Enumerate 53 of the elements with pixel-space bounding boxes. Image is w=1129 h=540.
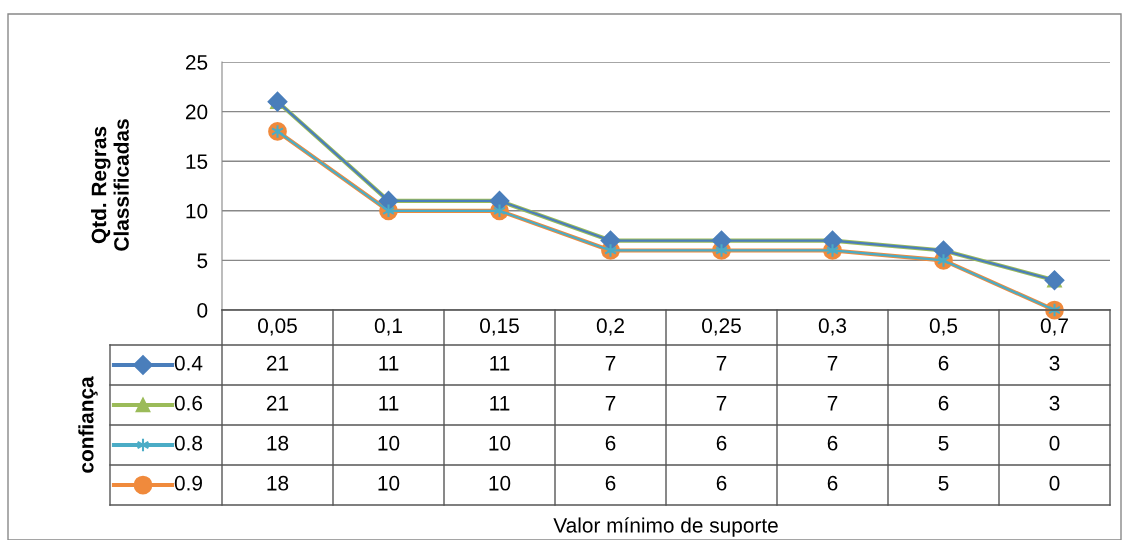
- data-label: 7: [716, 356, 727, 371]
- data-label: 6: [605, 475, 616, 491]
- data-label: 11: [490, 396, 510, 411]
- data-label: 3: [1049, 395, 1060, 411]
- x-tick-label: 0,5: [929, 318, 958, 336]
- data-label: 0: [1049, 435, 1060, 451]
- y-tick-label: 0: [197, 303, 208, 318]
- x-tick-label: 0,05: [258, 318, 297, 336]
- data-label: 7: [716, 396, 727, 411]
- y-axis-title: Qtd. Regras Classificadas: [91, 119, 129, 251]
- data-label: 7: [827, 396, 838, 411]
- data-label: 6: [827, 435, 838, 451]
- legend-label: 0.8: [174, 435, 203, 451]
- data-label: 6: [605, 435, 616, 451]
- data-label: 6: [938, 355, 949, 371]
- y-tick-label: 15: [186, 154, 208, 169]
- data-label: 5: [938, 476, 949, 491]
- data-label: 6: [827, 475, 838, 491]
- data-label: 21: [266, 355, 289, 371]
- data-label: 11: [379, 356, 399, 371]
- data-label: 0: [1049, 475, 1060, 491]
- legend-label: 0.9: [174, 475, 202, 491]
- data-label: 10: [489, 475, 511, 491]
- x-tick-label: 0,15: [480, 318, 519, 336]
- data-label: 3: [1049, 355, 1060, 371]
- data-label: 21: [266, 395, 289, 411]
- x-tick-label: 0,7: [1040, 318, 1068, 336]
- legend-title: confiança: [78, 376, 98, 473]
- x-tick-label: 0,25: [702, 318, 741, 336]
- data-label: 11: [490, 356, 510, 371]
- y-tick-label: 10: [186, 203, 208, 219]
- data-label: 11: [379, 396, 399, 411]
- text: Valor mínimo de suporte: [553, 517, 778, 537]
- data-label: 10: [489, 435, 511, 451]
- data-label: 6: [716, 475, 727, 491]
- y-tick-label: 25: [185, 55, 208, 70]
- x-tick-label: 0,2: [596, 318, 624, 336]
- x-tick-label: 0,3: [818, 318, 847, 336]
- data-label: 18: [267, 475, 289, 491]
- x-tick-label: 0,1: [374, 318, 402, 336]
- y-tick-label: 20: [185, 104, 208, 120]
- data-label: 7: [827, 356, 838, 371]
- data-label: 10: [378, 475, 400, 491]
- data-label: 6: [716, 435, 727, 451]
- data-label: 7: [605, 396, 616, 411]
- data-label: 5: [938, 436, 949, 451]
- data-label: 10: [378, 435, 400, 451]
- data-label: 6: [938, 395, 949, 411]
- legend-label: 0.4: [174, 355, 203, 371]
- y-tick-label: 5: [197, 253, 208, 269]
- data-label: 7: [605, 356, 616, 371]
- data-label: 18: [267, 435, 289, 451]
- legend-label: 0.6: [174, 395, 203, 411]
